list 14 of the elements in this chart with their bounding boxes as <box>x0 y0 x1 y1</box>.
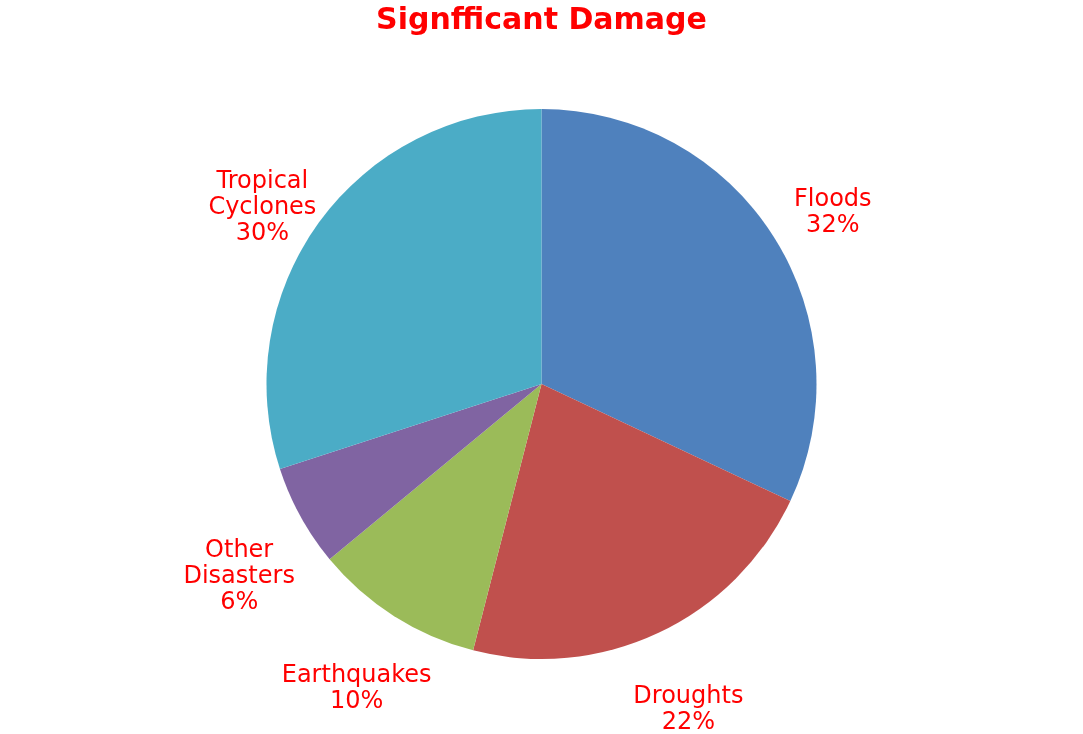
slice-label: Earthquakes <box>281 660 432 689</box>
pie-slice <box>329 384 542 651</box>
pie-slice <box>473 384 791 659</box>
slice-label: Floods <box>794 184 872 213</box>
slice-label: Droughts <box>633 681 744 710</box>
pie-slice <box>279 384 542 560</box>
data-label: 32% <box>806 210 860 239</box>
data-label: 30% <box>235 218 290 247</box>
slice-label: Tropical Cyclones <box>208 166 317 221</box>
data-label: 22% <box>661 707 716 734</box>
slice-label: Other Disasters <box>183 535 295 590</box>
data-label: 6% <box>220 587 259 616</box>
chart-title: Signfficant Damage <box>376 1 707 36</box>
data-label: 10% <box>329 686 384 715</box>
